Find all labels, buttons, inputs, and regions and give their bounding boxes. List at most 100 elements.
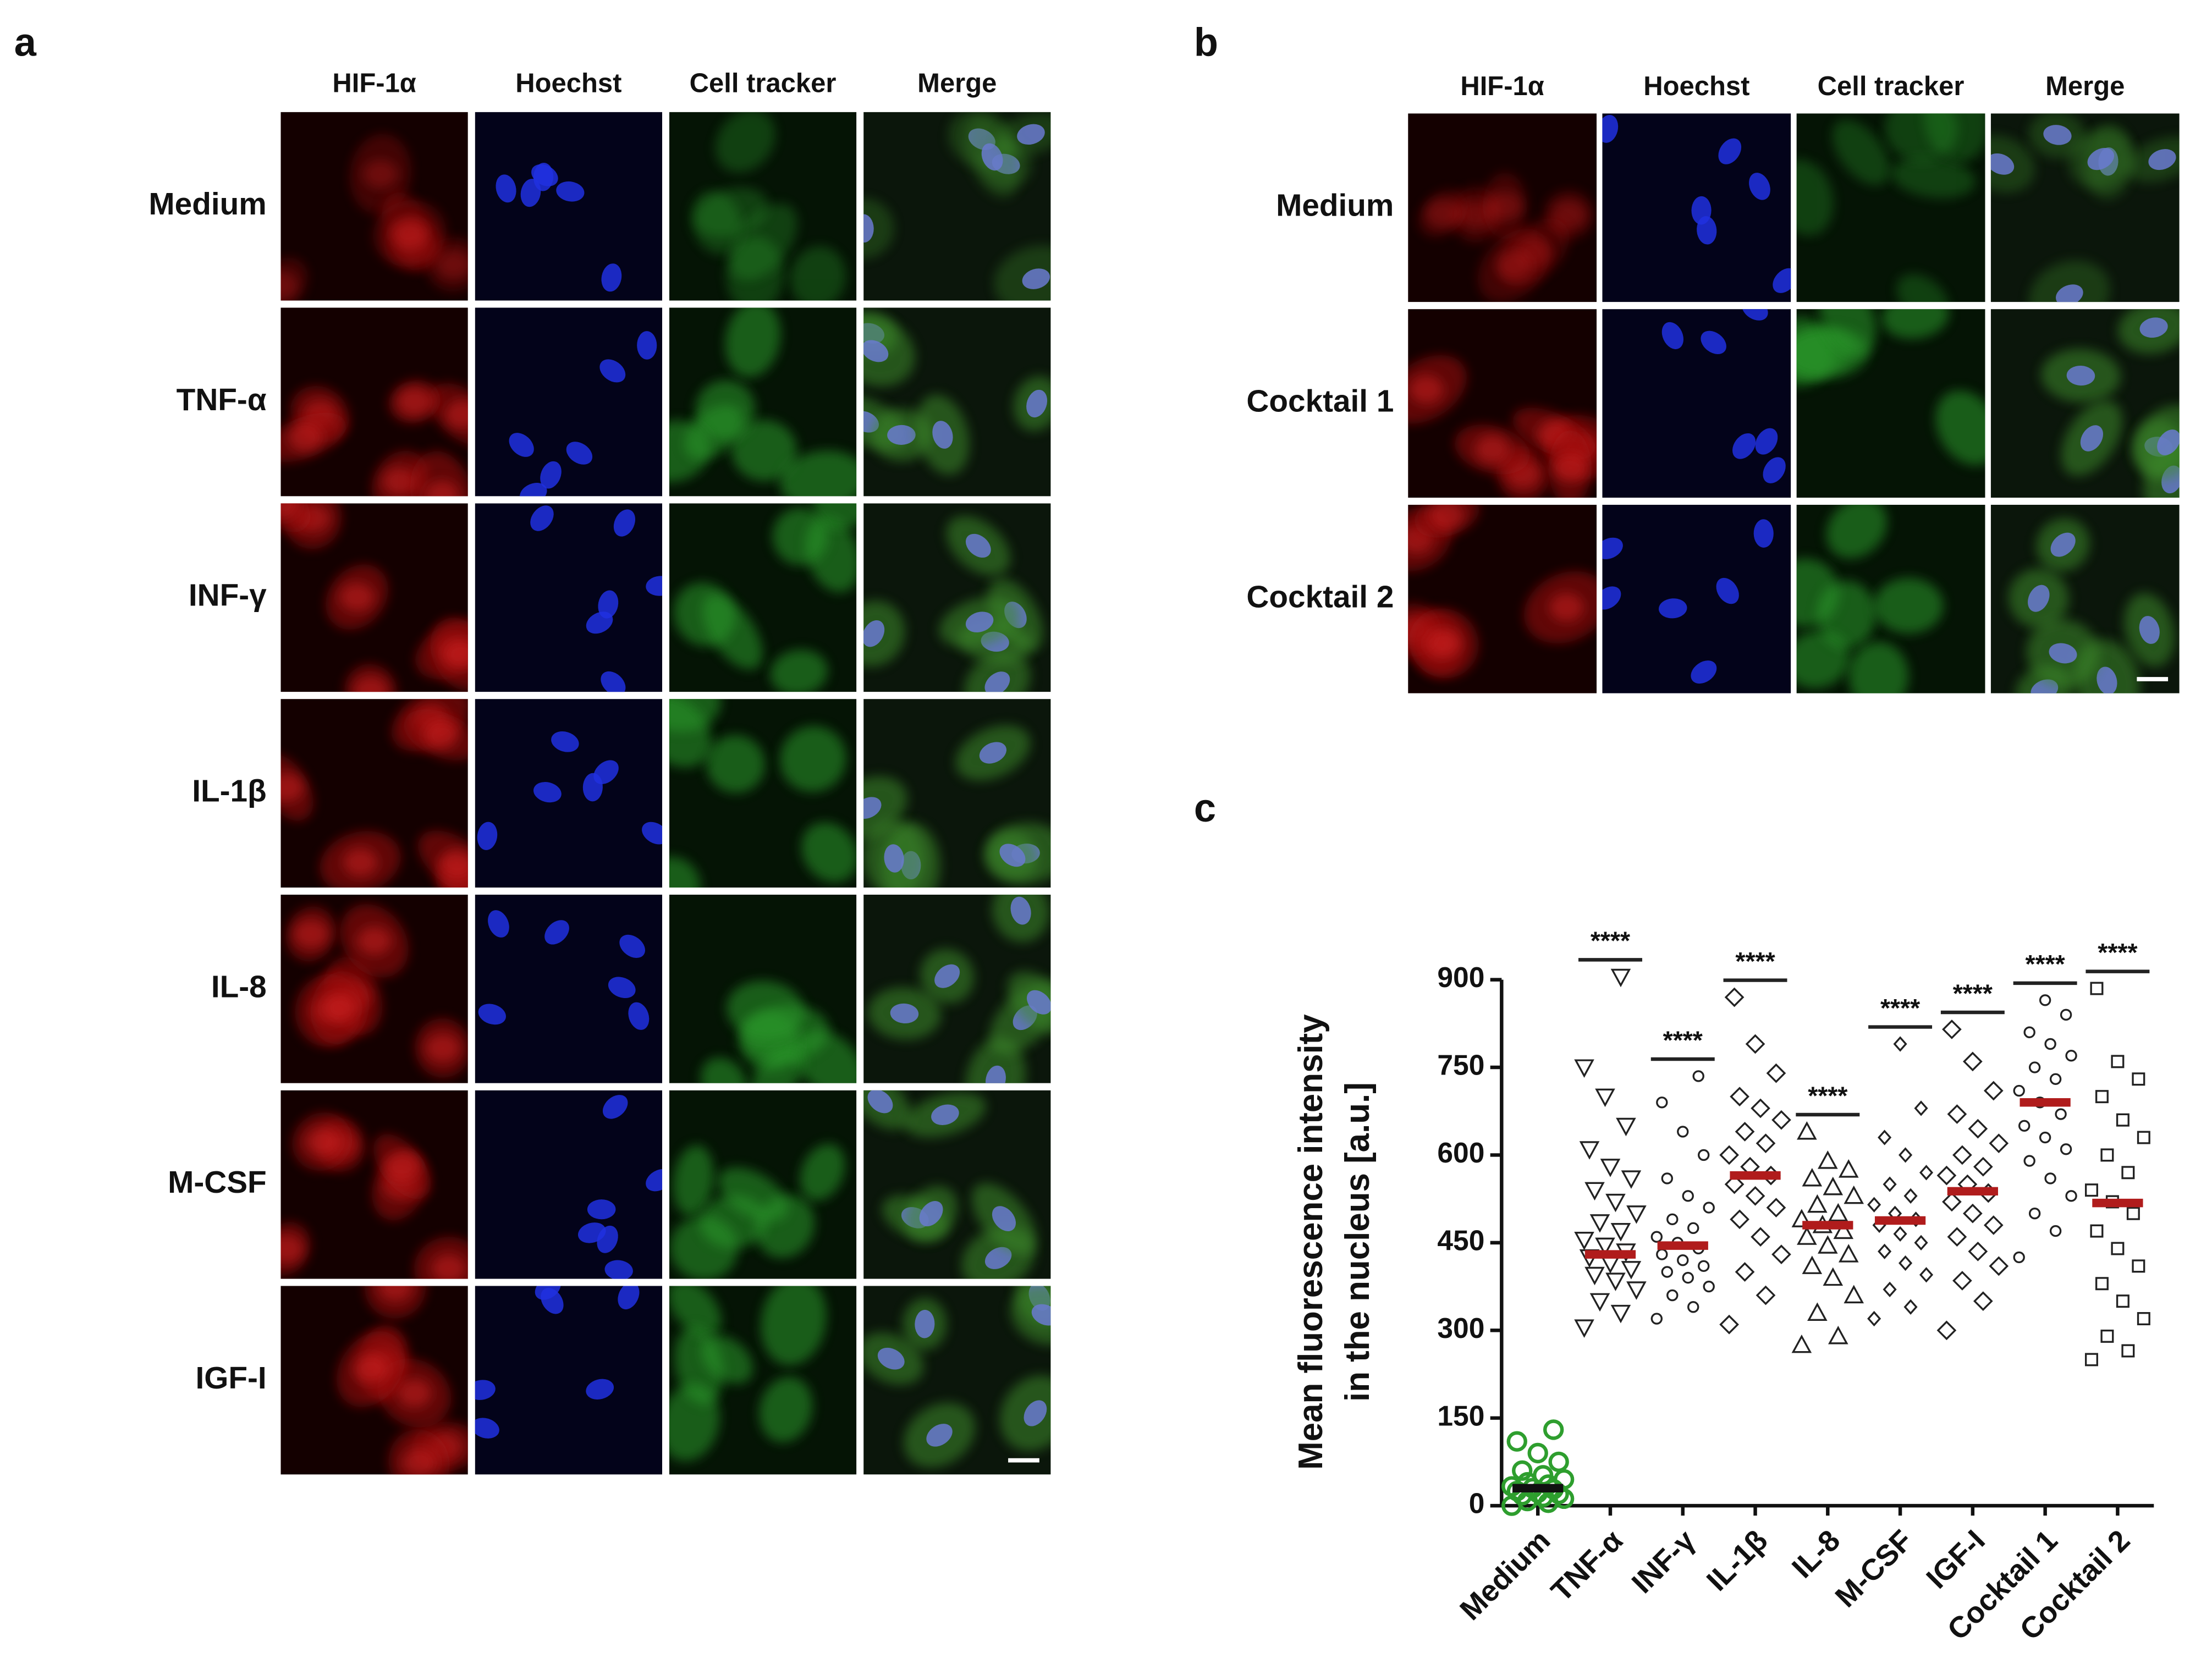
- data-point: [1751, 1227, 1770, 1247]
- cell: [1896, 274, 1949, 302]
- data-point: [1626, 1281, 1647, 1300]
- nucleus: [628, 1002, 650, 1030]
- nucleus: [340, 582, 374, 611]
- micrograph: [863, 894, 1051, 1083]
- micrograph: [280, 699, 468, 888]
- micrograph: [280, 503, 468, 692]
- nucleus: [1497, 251, 1531, 280]
- data-point: [2121, 1344, 2135, 1358]
- nucleus: [608, 977, 636, 999]
- data-point: [1756, 1285, 1776, 1305]
- data-point: [2018, 1120, 2031, 1132]
- nucleus: [1026, 990, 1051, 1015]
- nucleus: [863, 214, 874, 243]
- data-point: [2126, 1206, 2140, 1220]
- y-tick-label: 900: [1437, 961, 1484, 993]
- nucleus: [363, 159, 398, 189]
- data-point: [1838, 1244, 1859, 1263]
- cell: [669, 1286, 722, 1337]
- data-point: [2023, 1026, 2035, 1038]
- data-point: [1616, 1117, 1636, 1137]
- data-point: [1533, 1465, 1554, 1486]
- nucleus: [887, 425, 916, 445]
- data-point: [1883, 1281, 1897, 1297]
- data-point: [2137, 1312, 2150, 1326]
- micrograph: [280, 894, 468, 1083]
- data-point: [2060, 1009, 2072, 1021]
- nucleus: [392, 219, 427, 248]
- data-point: [2116, 1294, 2130, 1308]
- nucleus: [999, 844, 1026, 867]
- data-point: [1682, 1190, 1694, 1202]
- data-point: [1989, 1256, 2009, 1276]
- micrograph: [669, 112, 857, 301]
- nucleus: [444, 640, 468, 669]
- data-point: [1983, 1215, 2004, 1235]
- nucleus: [2043, 125, 2072, 145]
- cell: [1848, 641, 1909, 693]
- nucleus: [587, 1199, 616, 1220]
- nucleus: [642, 822, 663, 845]
- data-point: [1914, 1235, 1928, 1250]
- x-tick-label: INF-γ: [1626, 1524, 1702, 1600]
- data-point: [1574, 1231, 1594, 1250]
- row-label: IL-8: [211, 969, 267, 1004]
- nucleus: [646, 576, 663, 596]
- nucleus: [863, 411, 879, 433]
- data-point: [1797, 1226, 1817, 1245]
- nucleus: [535, 1286, 561, 1300]
- nucleus: [1031, 1304, 1051, 1326]
- nucleus: [1022, 268, 1050, 289]
- nucleus: [425, 481, 459, 497]
- nucleus: [1426, 199, 1460, 228]
- row-label: Medium: [1276, 189, 1394, 223]
- cell: [1881, 309, 1949, 339]
- panel-label: b: [1194, 21, 1218, 65]
- cell: [761, 1286, 827, 1365]
- data-point: [2023, 1155, 2035, 1167]
- significance-label: ****: [1591, 927, 1631, 955]
- nucleus: [1749, 173, 1770, 200]
- nucleus: [354, 676, 388, 692]
- micrograph: [475, 699, 663, 888]
- data-point: [1823, 1176, 1844, 1195]
- nucleus: [385, 1152, 420, 1181]
- column-header: Cell tracker: [690, 69, 837, 98]
- nucleus: [1732, 433, 1756, 459]
- data-point: [1802, 1255, 1823, 1274]
- significance-label: ****: [2098, 938, 2138, 967]
- nucleus: [1010, 896, 1031, 925]
- nucleus: [397, 1379, 432, 1407]
- nucleus: [2050, 532, 2076, 557]
- nucleus: [884, 844, 904, 873]
- data-point: [1756, 1133, 1776, 1154]
- nucleus: [981, 143, 1003, 171]
- data-point: [1687, 1301, 1699, 1313]
- nucleus: [2080, 425, 2104, 451]
- nucleus: [566, 442, 593, 465]
- cell: [669, 1216, 738, 1279]
- data-point: [1893, 1036, 1907, 1052]
- nucleus: [2028, 585, 2050, 612]
- y-tick-label: 450: [1437, 1224, 1484, 1256]
- data-point: [2013, 1084, 2025, 1097]
- nucleus: [601, 263, 622, 292]
- nucleus: [1701, 330, 1726, 355]
- data-point: [1903, 1188, 1918, 1204]
- nucleus: [280, 503, 299, 519]
- nucleus: [1773, 268, 1791, 293]
- data-point: [1589, 1293, 1610, 1312]
- nucleus: [992, 1206, 1016, 1232]
- micrograph: [669, 894, 857, 1083]
- nucleus: [1755, 428, 1778, 455]
- data-point: [1818, 1150, 1838, 1169]
- data-point: [2039, 1131, 2051, 1144]
- data-point: [1802, 1167, 1823, 1187]
- nucleus: [424, 720, 459, 750]
- nucleus: [1742, 309, 1768, 321]
- data-point: [1899, 1255, 1913, 1271]
- data-point: [1952, 1271, 1972, 1291]
- nucleus: [2157, 429, 2180, 455]
- nucleus: [2049, 643, 2077, 664]
